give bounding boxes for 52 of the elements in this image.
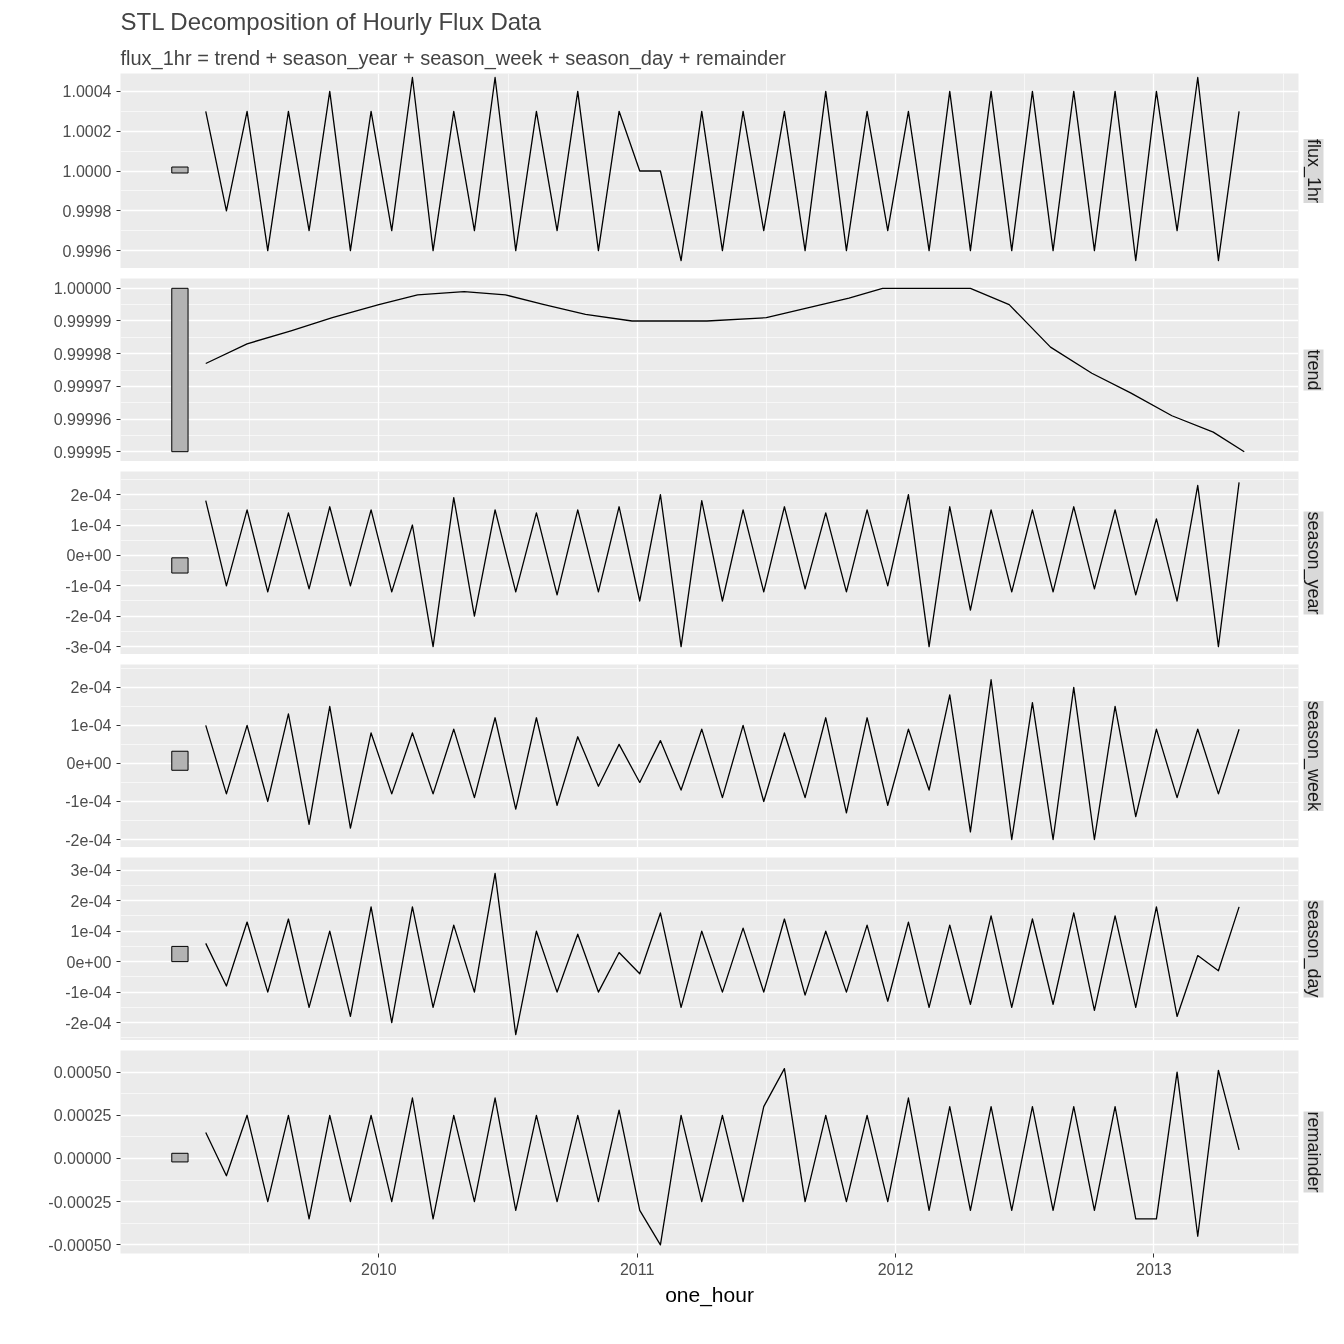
y-tick-label: 0.9996	[62, 242, 112, 260]
y-axis-title: season_day	[1302, 900, 1324, 998]
y-tick-label: 0.00025	[53, 1107, 112, 1125]
y-axis-title: season_year	[1302, 511, 1324, 615]
x-tick-label: 2012	[877, 1260, 914, 1278]
y-tick-label: -2e-04	[65, 1014, 112, 1032]
y-tick-label: 1.0000	[62, 163, 112, 180]
y-tick-label: 0.99998	[53, 345, 112, 363]
y-tick-label: -2e-04	[65, 608, 112, 626]
y-tick-label: 0e+00	[66, 547, 112, 565]
y-tick-label: -2e-04	[65, 831, 112, 849]
y-axis-title: trend	[1303, 349, 1324, 391]
y-tick-label: 1e-04	[70, 717, 112, 735]
y-tick-label: 0.99999	[53, 312, 112, 330]
line-series	[205, 481, 1240, 648]
y-tick-label: 0.00000	[53, 1150, 112, 1168]
line-series	[205, 287, 1245, 453]
y-tick-label: 3e-04	[70, 862, 112, 880]
x-tick-label: 2010	[361, 1260, 397, 1278]
y-tick-label: 0.99995	[53, 443, 112, 461]
y-tick-label: 1.0002	[62, 123, 112, 141]
y-tick-label: 0.99996	[53, 411, 112, 429]
y-tick-label: 2e-04	[70, 892, 112, 910]
y-tick-label: -0.00025	[48, 1193, 112, 1211]
y-tick-label: 0e+00	[66, 755, 112, 773]
y-tick-label: -1e-04	[65, 577, 112, 595]
y-tick-label: 0.9998	[62, 202, 112, 220]
y-tick-label: 1.0004	[62, 83, 112, 101]
x-axis-title: one_hour	[665, 1282, 754, 1307]
y-axis-title: season_week	[1302, 700, 1324, 813]
line-series	[205, 1067, 1240, 1246]
y-tick-label: 1.00000	[53, 280, 112, 298]
y-tick-label: 1e-04	[70, 517, 112, 534]
chart-title: STL Decomposition of Hourly Flux Data	[120, 7, 542, 35]
y-tick-label: 0.99997	[53, 378, 112, 396]
y-axis-title: flux_1hr	[1302, 138, 1324, 204]
x-tick-label: 2011	[619, 1260, 655, 1278]
y-tick-label: 2e-04	[70, 679, 112, 697]
y-tick-label: -0.00050	[48, 1236, 112, 1254]
y-tick-label: 0e+00	[66, 953, 112, 971]
y-tick-label: 0.00050	[53, 1064, 112, 1082]
y-tick-label: 2e-04	[70, 486, 112, 504]
line-series	[205, 679, 1240, 841]
y-tick-label: -3e-04	[65, 638, 112, 656]
line-series	[205, 872, 1240, 1036]
y-tick-label: -1e-04	[65, 984, 112, 1002]
y-tick-label: -1e-04	[65, 793, 112, 811]
x-tick-label: 2013	[1136, 1260, 1172, 1278]
y-axis-title: remainder	[1303, 1111, 1324, 1193]
chart-subtitle: flux_1hr = trend + season_year + season_week + season_day + remainder	[120, 46, 787, 70]
line-series	[205, 76, 1240, 262]
y-tick-label: 1e-04	[70, 923, 112, 941]
